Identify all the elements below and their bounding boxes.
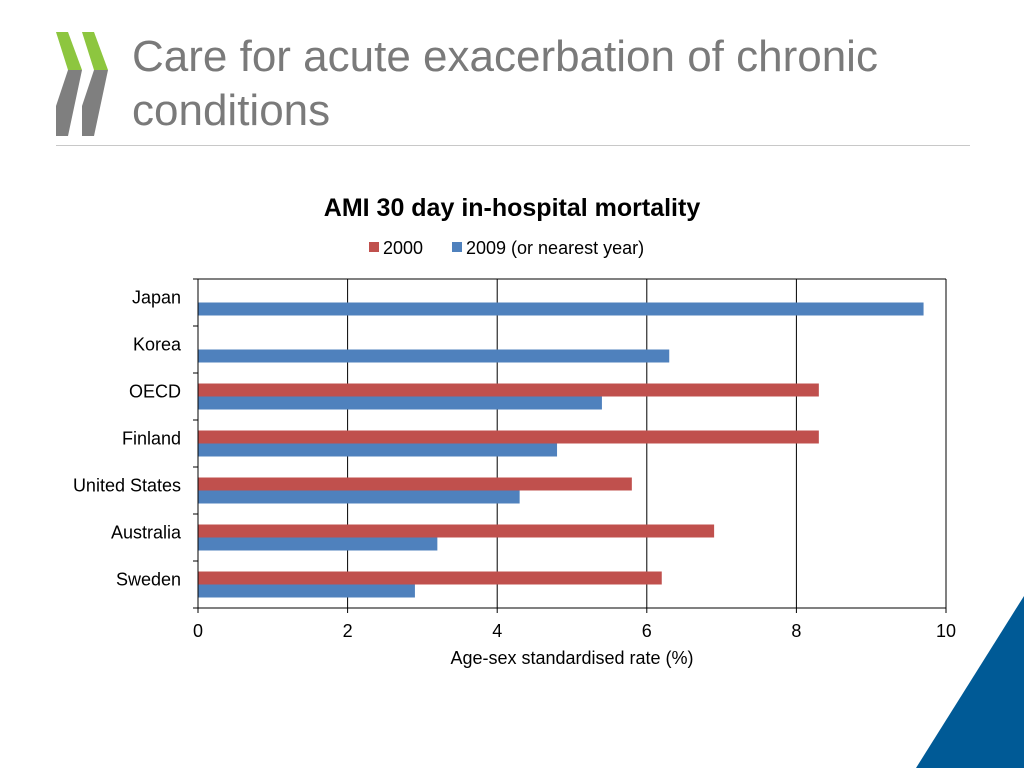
legend-swatch-2000 [369,242,379,252]
x-tick-label-6: 6 [642,621,652,641]
bar-sweden-2009-or-nearest-year [198,584,415,598]
axes [193,278,947,613]
bar-oecd-2009-or-nearest-year [198,396,602,410]
category-label-australia: Australia [111,523,182,543]
chart-title: AMI 30 day in-hospital mortality [324,194,701,222]
legend-label-2000: 2000 [383,238,423,258]
bar-japan-2009-or-nearest-year [198,302,924,316]
x-tick-label-4: 4 [492,621,502,641]
x-tick-label-0: 0 [193,621,203,641]
category-labels: Japan Korea OECD Finland United States Austra… [73,288,182,590]
x-tick-label-10: 10 [936,621,956,641]
bar-oecd-2000 [198,383,819,397]
oecd-logo-icon [56,32,108,136]
x-tick-labels: 0 2 4 6 8 10 [193,621,956,641]
x-tick-label-2: 2 [343,621,353,641]
bar-korea-2009-or-nearest-year [198,349,670,363]
category-label-japan: Japan [132,288,181,308]
legend-swatch-2009-or-nearest-year [452,242,462,252]
category-label-sweden: Sweden [116,570,181,590]
bar-united-states-2009-or-nearest-year [198,490,520,504]
bar-australia-2000 [198,524,715,538]
bars [198,302,924,598]
bar-sweden-2000 [198,571,662,585]
category-label-korea: Korea [133,335,182,355]
category-label-united-states: United States [73,476,181,496]
bar-finland-2000 [198,430,819,444]
category-label-oecd: OECD [129,382,181,402]
category-label-finland: Finland [122,429,181,449]
legend-label-2009-or-nearest-year: 2009 (or nearest year) [466,238,644,258]
bar-australia-2009-or-nearest-year [198,537,438,551]
bar-united-states-2000 [198,477,632,491]
page-title: Care for acute exacerbation of chronic c… [132,32,878,135]
x-axis-label: Age-sex standardised rate (%) [450,648,693,668]
chart-legend: 2000 2009 (or nearest year) [369,238,644,258]
title-divider [56,145,970,146]
bar-finland-2009-or-nearest-year [198,443,558,457]
x-tick-label-8: 8 [791,621,801,641]
